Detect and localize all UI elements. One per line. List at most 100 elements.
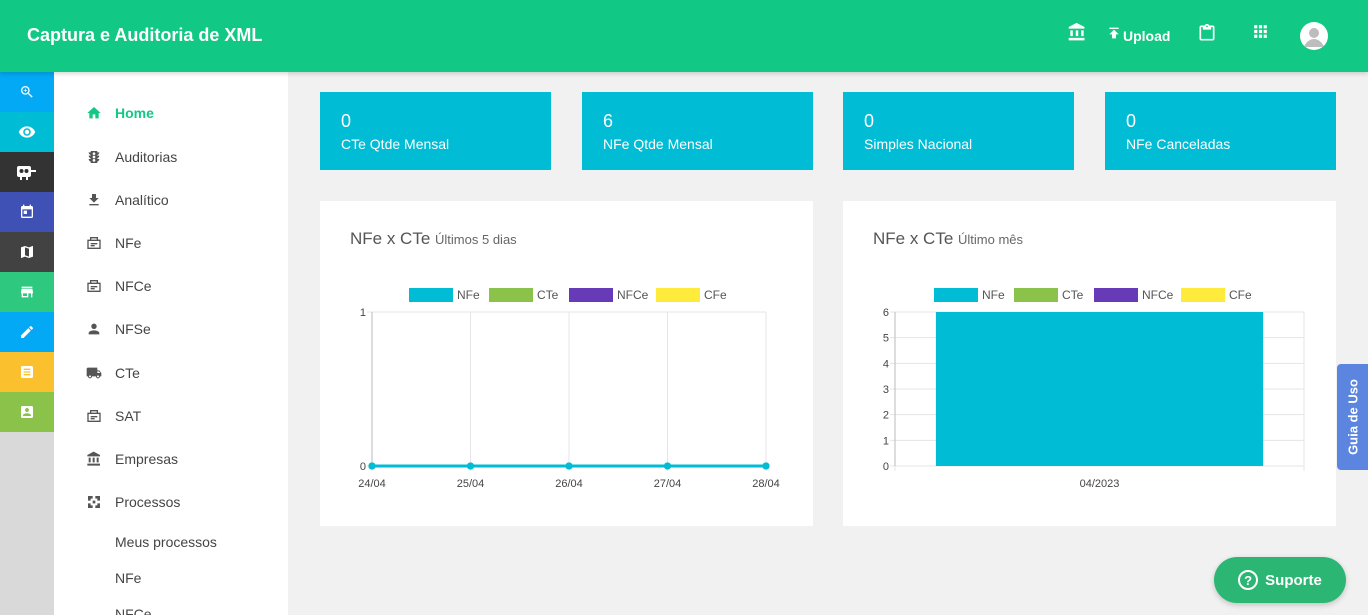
stat-card-cte-mensal[interactable]: 0 CTe Qtde Mensal xyxy=(320,92,551,170)
sidebar-item-label: NFCe xyxy=(115,278,152,294)
store-icon xyxy=(21,286,33,298)
rail-eye[interactable] xyxy=(0,112,54,152)
apps-grid-icon[interactable] xyxy=(1251,22,1270,41)
sidebar-item-home[interactable]: Home xyxy=(86,102,154,124)
robot-icon xyxy=(17,166,36,180)
upload-label: Upload xyxy=(1123,28,1171,44)
stat-card-nfe-canceladas[interactable]: 0 NFe Canceladas xyxy=(1105,92,1336,170)
stat-value: 0 xyxy=(864,111,875,131)
upload-button[interactable]: Upload xyxy=(1106,22,1170,44)
y-tick-label: 3 xyxy=(883,384,889,396)
legend-label: CTe xyxy=(1062,288,1084,302)
legend-label: CTe xyxy=(537,288,559,302)
y-tick-label: 0 xyxy=(883,461,889,473)
stat-value: 0 xyxy=(341,111,352,131)
y-tick-label: 4 xyxy=(883,358,889,370)
legend-swatch xyxy=(569,288,613,302)
x-tick-label: 28/04 xyxy=(752,478,780,490)
bank-icon xyxy=(86,451,102,467)
stat-label: NFe Qtde Mensal xyxy=(603,136,713,152)
x-tick-label: 24/04 xyxy=(358,478,386,490)
rail-receipt[interactable] xyxy=(0,352,54,392)
sidebar-item-sat[interactable]: SAT xyxy=(86,405,141,427)
stat-label: CTe Qtde Mensal xyxy=(341,136,450,152)
sidebar-item-processos[interactable]: Processos xyxy=(86,491,180,513)
data-point-nfe xyxy=(762,462,770,470)
stat-card-nfe-mensal[interactable]: 6 NFe Qtde Mensal xyxy=(582,92,813,170)
upload-icon xyxy=(1109,27,1119,39)
sidebar-item-nfe[interactable]: NFe xyxy=(86,232,141,254)
chart-subtitle: Último mês xyxy=(958,232,1024,247)
sidebar-item-label: NFe xyxy=(115,235,142,251)
legend-swatch xyxy=(409,288,453,302)
traffic-icon xyxy=(86,149,102,165)
contact-icon xyxy=(21,406,33,418)
rail-zoom[interactable] xyxy=(0,72,54,112)
eye-icon xyxy=(18,126,36,138)
legend-swatch xyxy=(489,288,533,302)
sidebar-item-nfce[interactable]: NFCe xyxy=(86,275,152,297)
sidebar-subitem-nfce[interactable]: NFCe xyxy=(115,606,152,615)
pencil-icon xyxy=(21,325,34,338)
rail-map[interactable] xyxy=(0,232,54,272)
avatar[interactable] xyxy=(1300,22,1328,50)
sidebar-item-empresas[interactable]: Empresas xyxy=(86,448,178,470)
truck-icon xyxy=(86,365,102,381)
legend-swatch xyxy=(1181,288,1225,302)
app-title: Captura e Auditoria de XML xyxy=(27,25,263,45)
sidebar-item-label: Analítico xyxy=(115,192,169,208)
chart-title: NFe x CTe Último mês xyxy=(873,229,1023,249)
calendar-icon xyxy=(21,204,33,218)
line-chart: NFe CTe NFCe CFe 0 1 24/04 25/04 26/04 27/04 28/04 xyxy=(358,288,780,490)
legend-label: NFCe xyxy=(1142,288,1174,302)
stat-label: NFe Canceladas xyxy=(1126,136,1231,152)
map-icon xyxy=(21,246,33,258)
bar-chart: NFe CTe NFCe CFe 0 1 2 3 4 5 6 04/2023 xyxy=(883,288,1305,490)
rail-robot[interactable] xyxy=(0,152,54,192)
clipboard-icon[interactable] xyxy=(1197,22,1217,44)
bar-nfe xyxy=(935,312,1264,466)
person-icon xyxy=(86,321,102,337)
rail-calendar[interactable] xyxy=(0,192,54,232)
sidebar-item-auditorias[interactable]: Auditorias xyxy=(86,146,177,168)
data-point-nfe xyxy=(368,462,376,470)
rail-pencil[interactable] xyxy=(0,312,54,352)
sidebar-item-label: Empresas xyxy=(115,451,179,467)
stat-value: 0 xyxy=(1126,111,1137,131)
x-tick-label: 27/04 xyxy=(654,478,682,490)
legend-swatch xyxy=(1094,288,1138,302)
top-bar: Captura e Auditoria de XML Upload xyxy=(0,0,1368,72)
chart-card-ultimos-5-dias: NFe x CTe Últimos 5 dias NFe CTe NFCe CFe 0 1… xyxy=(320,201,813,526)
rail-contact[interactable] xyxy=(0,392,54,432)
chart-title-main: NFe x CTe xyxy=(873,229,954,248)
legend-label: CFe xyxy=(1229,288,1252,302)
zoom-icon xyxy=(21,86,33,98)
data-point-nfe xyxy=(664,462,671,470)
sidebar: Home Auditorias Analítico NFe NFCe NFSe … xyxy=(54,72,288,615)
sidebar-item-cte[interactable]: CTe xyxy=(86,362,140,384)
sidebar-item-label: SAT xyxy=(115,408,142,424)
process-icon xyxy=(86,494,102,510)
sidebar-item-label: Home xyxy=(115,105,154,121)
chart-title-main: NFe x CTe xyxy=(350,229,431,248)
receipt-icon xyxy=(21,366,33,378)
guia-de-uso-tab[interactable]: Guia de Uso xyxy=(1337,364,1368,470)
sidebar-item-analitico[interactable]: Analítico xyxy=(86,189,169,211)
guia-de-uso-label: Guia de Uso xyxy=(1345,379,1360,455)
sidebar-item-nfse[interactable]: NFSe xyxy=(86,318,151,340)
data-point-nfe xyxy=(565,462,573,470)
suporte-button[interactable]: ? Suporte xyxy=(1214,557,1346,603)
rail-store[interactable] xyxy=(0,272,54,312)
y-tick-label: 6 xyxy=(883,307,889,319)
stat-label: Simples Nacional xyxy=(864,136,973,152)
stat-card-simples-nacional[interactable]: 0 Simples Nacional xyxy=(843,92,1074,170)
sidebar-subitem-meus-processos[interactable]: Meus processos xyxy=(115,534,217,550)
sidebar-subitem-nfe[interactable]: NFe xyxy=(115,570,142,586)
y-tick-label: 0 xyxy=(360,461,366,473)
x-tick-label: 26/04 xyxy=(555,478,583,490)
y-tick-label: 2 xyxy=(883,410,889,422)
x-tick-label: 25/04 xyxy=(457,478,485,490)
chart-subtitle: Últimos 5 dias xyxy=(435,232,517,247)
sidebar-item-label: Processos xyxy=(115,494,181,510)
bank-icon[interactable] xyxy=(1067,22,1087,42)
